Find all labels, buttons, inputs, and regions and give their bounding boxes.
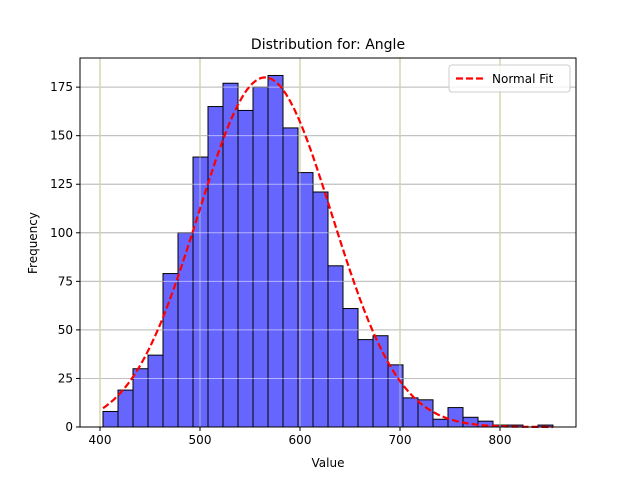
y-tick-label: 175 — [50, 80, 73, 94]
y-tick-label: 150 — [50, 129, 73, 143]
normal-fit-curve-group — [102, 76, 553, 429]
histogram-bar — [132, 368, 149, 428]
plot-frame — [79, 57, 577, 428]
histogram-bar — [237, 109, 254, 428]
y-tick-label: 25 — [58, 371, 73, 385]
x-axis-label: Value — [312, 456, 345, 470]
y-axis-label: Frequency — [26, 212, 40, 274]
y-tick-label: 50 — [58, 323, 73, 337]
histogram-bar — [312, 191, 329, 428]
histogram-bar — [357, 339, 374, 428]
x-tick-label: 600 — [289, 433, 312, 447]
legend-label: Normal Fit — [492, 72, 554, 86]
bars — [80, 58, 576, 428]
y-tick-label: 0 — [65, 420, 73, 434]
legend-box — [448, 64, 571, 93]
y-tick-label: 100 — [50, 226, 73, 240]
x-tick-label: 500 — [189, 433, 212, 447]
histogram-bar — [102, 410, 119, 428]
normal-fit-curve — [102, 76, 553, 429]
y-ticks: 0 25 50 75 100 125 150 175 — [50, 80, 80, 434]
histogram-bar — [252, 86, 269, 428]
x-tick-label: 700 — [389, 433, 412, 447]
histogram-bar — [447, 407, 464, 428]
histogram-bar — [342, 308, 359, 428]
x-tick-label: 400 — [89, 433, 112, 447]
legend: Normal Fit — [448, 64, 571, 93]
histogram-bar — [402, 397, 419, 428]
y-tick-label: 75 — [58, 274, 73, 288]
x-ticks: 400 500 600 700 800 — [89, 427, 512, 447]
histogram-bar — [117, 389, 134, 428]
histogram-bar — [147, 354, 164, 428]
chart-title: Distribution for: Angle — [251, 37, 405, 53]
y-tick-label: 125 — [50, 177, 73, 191]
histogram-bar — [282, 127, 299, 428]
histogram-bar — [327, 265, 344, 428]
x-tick-label: 800 — [489, 433, 512, 447]
histogram-bar — [267, 74, 284, 428]
histogram-bar — [432, 418, 449, 428]
